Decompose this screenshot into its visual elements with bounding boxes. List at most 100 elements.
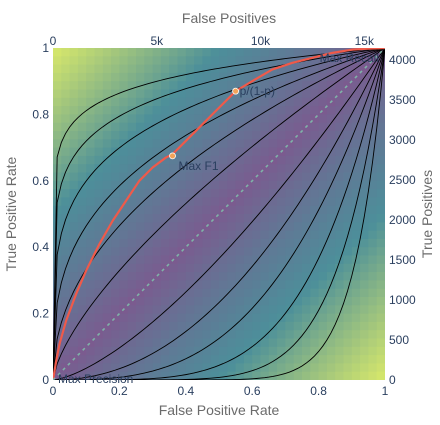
- contour-cell: [285, 231, 294, 240]
- contour-cell: [302, 314, 311, 323]
- contour-cell: [119, 330, 128, 339]
- contour-cell: [111, 131, 120, 140]
- contour-cell: [119, 314, 128, 323]
- contour-cell: [103, 272, 112, 281]
- contour-cell: [227, 222, 236, 231]
- contour-cell: [261, 214, 270, 223]
- contour-cell: [95, 264, 104, 273]
- x-tick-label: 0: [50, 384, 57, 398]
- contour-cell: [377, 148, 386, 157]
- contour-cell: [78, 247, 87, 256]
- contour-cell: [261, 355, 270, 364]
- contour-cell: [136, 247, 145, 256]
- contour-cell: [202, 214, 211, 223]
- contour-cell: [294, 48, 303, 57]
- contour-cell: [269, 222, 278, 231]
- contour-cell: [352, 355, 361, 364]
- contour-cell: [144, 330, 153, 339]
- contour-cell: [302, 173, 311, 182]
- contour-cell: [368, 272, 377, 281]
- contour-cell: [144, 222, 153, 231]
- contour-cell: [294, 372, 303, 381]
- contour-cell: [269, 297, 278, 306]
- contour-cell: [161, 206, 170, 215]
- x-tick-label: 0.6: [244, 384, 261, 398]
- contour-cell: [219, 222, 228, 231]
- contour-cell: [119, 56, 128, 65]
- contour-cell: [111, 330, 120, 339]
- y-tick-label: 0.2: [32, 307, 49, 321]
- contour-cell: [78, 65, 87, 74]
- contour-cell: [153, 280, 162, 289]
- contour-cell: [194, 347, 203, 356]
- contour-cell: [136, 264, 145, 273]
- contour-cell: [302, 247, 311, 256]
- contour-cell: [377, 322, 386, 331]
- contour-cell: [368, 347, 377, 356]
- contour-cell: [368, 339, 377, 348]
- contour-cell: [119, 98, 128, 107]
- contour-cell: [285, 131, 294, 140]
- contour-cell: [344, 90, 353, 99]
- contour-cell: [178, 347, 187, 356]
- contour-cell: [227, 314, 236, 323]
- contour-cell: [144, 231, 153, 240]
- contour-cell: [202, 189, 211, 198]
- contour-cell: [227, 322, 236, 331]
- contour-cell: [86, 114, 95, 123]
- contour-cell: [377, 363, 386, 372]
- contour-cell: [227, 280, 236, 289]
- contour-cell: [319, 280, 328, 289]
- contour-cell: [95, 256, 104, 265]
- contour-cell: [302, 156, 311, 165]
- contour-cell: [352, 173, 361, 182]
- contour-cell: [227, 339, 236, 348]
- contour-cell: [277, 289, 286, 298]
- contour-cell: [178, 231, 187, 240]
- contour-cell: [227, 239, 236, 248]
- contour-cell: [227, 173, 236, 182]
- contour-cell: [144, 206, 153, 215]
- contour-cell: [194, 48, 203, 57]
- contour-cell: [261, 372, 270, 381]
- y-tick-label: 0.8: [32, 107, 49, 121]
- contour-cell: [302, 289, 311, 298]
- contour-cell: [119, 189, 128, 198]
- contour-cell: [236, 181, 245, 190]
- contour-cell: [269, 256, 278, 265]
- contour-cell: [344, 339, 353, 348]
- contour-cell: [70, 139, 79, 148]
- contour-cell: [169, 297, 178, 306]
- contour-cell: [302, 214, 311, 223]
- contour-cell: [136, 197, 145, 206]
- contour-cell: [70, 106, 79, 115]
- contour-cell: [319, 181, 328, 190]
- contour-cell: [70, 214, 79, 223]
- contour-cell: [136, 114, 145, 123]
- contour-cell: [377, 156, 386, 165]
- y2-axis-title: True Positives: [419, 170, 435, 258]
- contour-cell: [252, 322, 261, 331]
- contour-cell: [161, 297, 170, 306]
- contour-cell: [70, 73, 79, 82]
- contour-cell: [310, 156, 319, 165]
- contour-cell: [335, 181, 344, 190]
- contour-cell: [70, 164, 79, 173]
- contour-cell: [244, 206, 253, 215]
- contour-cell: [136, 297, 145, 306]
- y-tick-label: 1: [42, 41, 49, 55]
- contour-cell: [360, 247, 369, 256]
- contour-cell: [53, 98, 62, 107]
- contour-cell: [327, 339, 336, 348]
- contour-cell: [285, 289, 294, 298]
- contour-cell: [261, 114, 270, 123]
- contour-cell: [269, 339, 278, 348]
- contour-cell: [327, 305, 336, 314]
- x2-tick-label: 10k: [251, 34, 271, 48]
- contour-cell: [302, 239, 311, 248]
- contour-cell: [211, 289, 220, 298]
- contour-cell: [327, 314, 336, 323]
- contour-cell: [219, 231, 228, 240]
- contour-cell: [211, 314, 220, 323]
- contour-cell: [344, 264, 353, 273]
